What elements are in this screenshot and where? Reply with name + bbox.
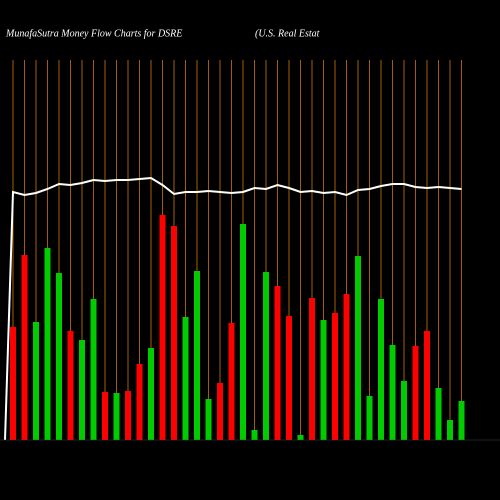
bar — [343, 294, 350, 440]
bar — [309, 298, 315, 440]
bar — [194, 271, 200, 440]
chart-title: MunafaSutra Money Flow Charts for DSRE — [5, 28, 182, 39]
bar — [366, 396, 373, 440]
bar — [332, 313, 338, 440]
bar — [148, 348, 154, 440]
bar — [458, 401, 465, 440]
bar — [378, 299, 384, 440]
bar — [435, 388, 442, 440]
bar — [56, 273, 62, 440]
bar — [424, 331, 430, 440]
bar — [171, 226, 177, 440]
money-flow-line — [4, 176, 462, 441]
bar — [447, 420, 453, 440]
bar — [10, 327, 16, 440]
bar — [389, 345, 396, 440]
bar — [297, 435, 304, 440]
chart-subtitle: (U.S. Real Estat — [255, 28, 320, 39]
bar — [274, 286, 281, 440]
bar — [217, 383, 223, 440]
bar — [90, 299, 97, 440]
bar — [355, 256, 361, 440]
bar — [240, 224, 246, 440]
bar — [228, 323, 235, 440]
bar — [113, 393, 120, 440]
bar — [401, 381, 407, 440]
bar — [286, 316, 292, 440]
bar — [159, 215, 166, 440]
bar — [33, 322, 39, 440]
bar — [125, 391, 131, 440]
bar — [79, 340, 85, 440]
bar — [205, 399, 212, 440]
bar — [182, 317, 189, 440]
bar — [102, 392, 108, 440]
bar — [21, 255, 28, 440]
bar — [320, 320, 327, 440]
bar — [136, 364, 143, 440]
bar — [263, 272, 269, 440]
bar — [67, 331, 74, 440]
bar — [44, 248, 51, 440]
bar — [251, 430, 258, 440]
bar — [412, 346, 419, 440]
